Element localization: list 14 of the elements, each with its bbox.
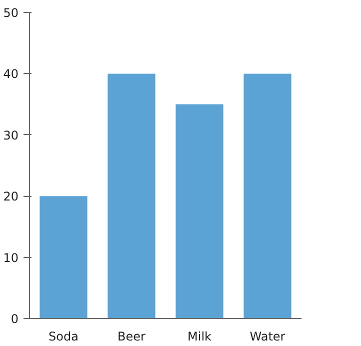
x-tick-label: Soda xyxy=(48,330,78,344)
y-tick-label: 40 xyxy=(3,67,19,82)
x-tick-label: Water xyxy=(250,330,286,344)
bar xyxy=(176,104,224,318)
bar xyxy=(244,74,292,318)
y-tick-label: 50 xyxy=(3,6,19,20)
bar xyxy=(40,196,88,318)
y-tick-label: 20 xyxy=(3,190,19,204)
bar xyxy=(108,74,156,318)
x-tick-label: Milk xyxy=(188,330,212,344)
y-tick-label: 10 xyxy=(3,250,19,265)
x-tick-label: Beer xyxy=(118,330,146,344)
y-tick-label: 30 xyxy=(3,128,19,142)
y-tick-label: 0 xyxy=(10,312,19,326)
